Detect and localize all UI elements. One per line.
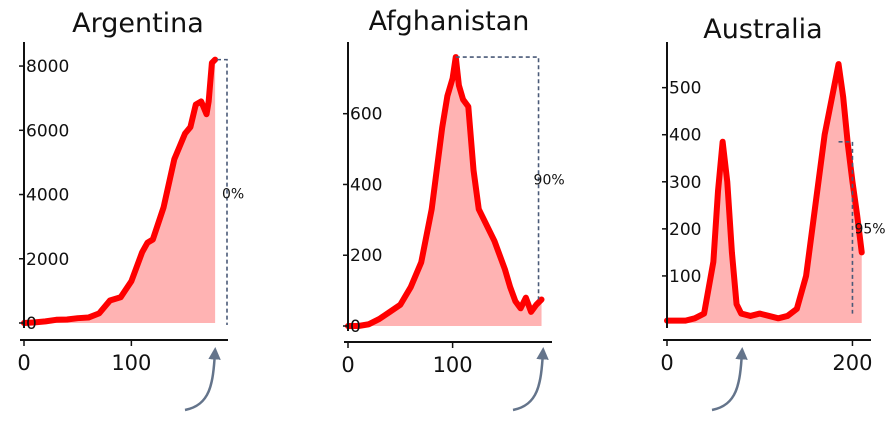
y-tick-label: 8000 [26,57,69,77]
x-tick-label: 100 [111,351,151,375]
decline-percent-label-afghanistan: 90% [534,172,565,188]
chart-title-australia: Australia [703,14,822,45]
y-tick-label: 6000 [26,121,69,141]
y-tick-label: 500 [669,79,701,99]
y-tick-label: 0 [26,314,37,334]
x-tick-label: 0 [660,351,673,375]
y-tick-label: 4000 [26,186,69,206]
chart-australia: Australia 100 200 300 400 500 0 200 95% [660,14,886,412]
y-tick-label: 300 [669,173,701,193]
pointer-arrow-icon [184,347,221,412]
y-tick-label: 0 [350,317,361,337]
y-tick-label: 200 [669,220,701,240]
series-line-afghanistan [345,54,545,329]
y-tick-label: 200 [350,246,382,266]
chart-title-argentina: Argentina [72,8,204,39]
x-tick-label: 0 [341,353,354,377]
pointer-arrow-icon [512,347,549,412]
y-tick-label: 400 [350,175,382,195]
y-tick-label: 2000 [26,250,69,270]
area-fill-afghanistan [348,57,542,326]
y-tick-label: 100 [669,267,701,287]
y-tick-label: 400 [669,126,701,146]
x-tick-label: 200 [832,351,872,375]
area-fill-argentina [24,59,216,324]
x-tick-label: 100 [433,353,473,377]
series-line-argentina [21,56,219,326]
decline-bracket-australia [838,140,854,314]
series-line-australia [664,61,865,324]
x-tick-label: 0 [17,351,30,375]
y-tick-label: 600 [350,105,382,125]
decline-percent-label-australia: 95% [854,222,885,238]
decline-percent-label-argentina: 0% [222,186,244,202]
chart-argentina: Argentina 0 2000 4000 6000 8000 0 100 0% [17,8,244,412]
chart-afghanistan: Afghanistan 0 200 400 600 0 100 90% [341,6,565,412]
pointer-arrow-icon [711,347,748,412]
decline-bracket-argentina [217,58,228,325]
chart-title-afghanistan: Afghanistan [369,6,530,37]
